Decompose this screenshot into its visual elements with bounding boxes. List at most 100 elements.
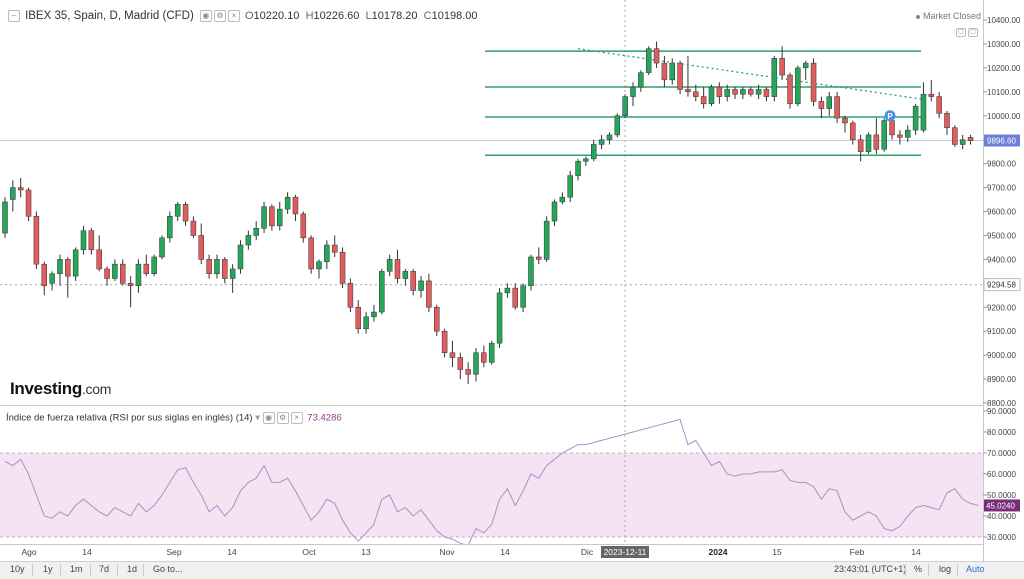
close-value: 10198.00	[431, 10, 478, 22]
price-tick-label: 8800.00	[987, 399, 1016, 408]
candle-body	[645, 48, 652, 73]
price-tick-label: 10300.00	[987, 40, 1021, 49]
candle-body	[41, 263, 47, 286]
candle-body	[536, 256, 542, 260]
price-tick-label: 10100.00	[987, 88, 1021, 97]
candle-body	[912, 105, 919, 131]
candle-body	[167, 216, 173, 239]
candle-body	[763, 89, 770, 97]
candle-body	[324, 244, 330, 263]
clock-display: 23:43:01 (UTC+1)	[834, 564, 907, 574]
candle-body	[355, 307, 361, 330]
goto-button[interactable]: Go to...	[153, 564, 183, 574]
candle-body	[716, 86, 723, 97]
candle-body	[473, 352, 479, 375]
candle-body	[449, 352, 456, 358]
candle-body	[787, 74, 793, 105]
candle-body	[669, 62, 675, 81]
candle-body	[347, 283, 354, 308]
candle-body	[17, 187, 24, 191]
price-tick-label: 10400.00	[987, 16, 1021, 25]
candle-body	[818, 101, 825, 109]
candle-body	[49, 273, 55, 284]
close-icon[interactable]: ×	[227, 10, 240, 23]
price-tick-label: 9400.00	[987, 255, 1016, 264]
candle-body	[269, 206, 275, 227]
chart-svg[interactable]: P 10400.00 10300.00 10200.00 10100.00 10000.…	[0, 0, 1024, 561]
candle-body	[873, 134, 880, 150]
candle-body	[528, 256, 534, 286]
auto-toggle[interactable]: Auto	[966, 564, 985, 574]
candle-body	[25, 189, 32, 217]
candle-body	[865, 134, 872, 152]
settings-icon[interactable]: ⚙	[213, 10, 226, 23]
candle-body	[732, 89, 738, 95]
rsi-tick-label: 90.0000	[987, 407, 1016, 416]
range-10y[interactable]: 10y	[10, 564, 25, 574]
candle-body	[677, 62, 683, 90]
collapse-icon[interactable]: −	[8, 10, 20, 23]
logo-name: Investing	[10, 379, 82, 398]
range-1y[interactable]: 1y	[43, 564, 53, 574]
rsi-close-icon[interactable]: ×	[290, 412, 303, 424]
candle-body	[881, 120, 887, 150]
rsi-current-label: 45.0240	[986, 501, 1015, 510]
candle-body	[850, 122, 856, 140]
log-toggle[interactable]: log	[939, 564, 952, 574]
candle-body	[551, 201, 558, 222]
open-value: 10220.10	[253, 10, 300, 22]
candle-body	[308, 237, 314, 270]
rsi-settings-icon[interactable]: ⚙	[276, 412, 289, 424]
price-tick-label: 10200.00	[987, 64, 1021, 73]
investing-logo: Investing.com	[10, 379, 111, 399]
rsi-tick-label: 30.0000	[987, 533, 1016, 542]
rsi-visibility-icon[interactable]: ◉	[262, 412, 275, 424]
high-label: H	[305, 10, 314, 22]
price-plot: P	[2, 41, 974, 384]
p-badge-icon	[884, 110, 896, 122]
candle-body	[339, 251, 346, 284]
candle-body	[96, 249, 102, 270]
candle-body	[693, 91, 699, 97]
time-tick-label: Ago	[21, 547, 36, 557]
range-1m[interactable]: 1m	[70, 564, 83, 574]
candle-body	[834, 96, 840, 119]
candle-body	[33, 216, 40, 265]
percent-toggle[interactable]: %	[914, 564, 923, 574]
range-1d[interactable]: 1d	[127, 564, 138, 574]
time-tick-label: 14	[82, 547, 92, 557]
close-label: C	[423, 10, 432, 22]
visibility-icon[interactable]: ◉	[199, 10, 212, 23]
rsi-dropdown-icon[interactable]: ▾	[255, 412, 261, 424]
axis-layer: 10400.00 10300.00 10200.00 10100.00 10000.00…	[21, 16, 1021, 558]
candle-body	[952, 127, 958, 145]
rsi-tick-label: 80.0000	[987, 428, 1016, 437]
range-7d[interactable]: 7d	[99, 564, 110, 574]
pane-minimize-icon[interactable]: ▢	[956, 28, 966, 38]
rsi-line	[4, 418, 979, 544]
rsi-value: 73.4286	[307, 412, 342, 424]
candle-body	[889, 120, 895, 136]
time-tick-label-year: 2024	[709, 547, 728, 557]
pane-maximize-icon[interactable]: ▢	[968, 28, 978, 38]
candle-body	[151, 256, 157, 274]
candle-body	[465, 369, 471, 375]
crosshair-price-label: 9294.58	[987, 281, 1016, 290]
candle-body	[261, 206, 267, 229]
candle-body	[457, 357, 464, 370]
candle-body	[606, 134, 613, 140]
candle-body	[206, 259, 212, 274]
candle-body	[371, 311, 377, 318]
high-value: 10226.60	[313, 10, 360, 22]
time-tick-label: Nov	[439, 547, 455, 557]
candle-body	[897, 134, 903, 138]
candle-body	[481, 352, 487, 363]
candle-body	[174, 204, 181, 217]
candle-body	[277, 208, 283, 227]
rsi-current-badge	[984, 499, 1020, 512]
candle-body	[402, 271, 409, 279]
candle-body	[300, 213, 307, 239]
candle-body	[434, 307, 440, 332]
price-tick-label: 8900.00	[987, 375, 1016, 384]
candle-body	[810, 62, 817, 102]
